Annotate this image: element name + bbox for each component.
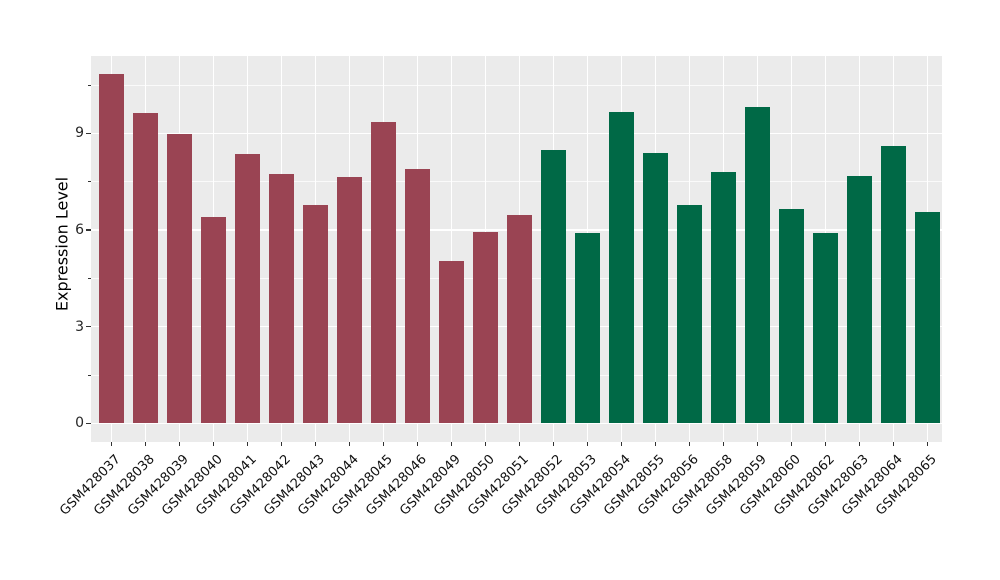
bar-GSM428045 bbox=[370, 122, 397, 424]
x-tick-mark bbox=[178, 442, 181, 446]
x-tick-mark bbox=[892, 442, 895, 446]
x-tick-mark bbox=[620, 442, 623, 446]
bar-GSM428053 bbox=[574, 232, 601, 424]
bar-GSM428043 bbox=[302, 205, 329, 424]
y-tick-label: 3 bbox=[75, 318, 84, 335]
x-tick-mark bbox=[926, 442, 929, 446]
x-tick-mark bbox=[552, 442, 555, 446]
bar-GSM428051 bbox=[506, 215, 533, 424]
bar-GSM428054 bbox=[608, 112, 635, 424]
bar-GSM428065 bbox=[914, 211, 941, 424]
bar-GSM428064 bbox=[880, 145, 907, 424]
bar-GSM428037 bbox=[98, 73, 125, 424]
x-tick-mark bbox=[654, 442, 657, 446]
bar-GSM428040 bbox=[200, 216, 227, 424]
y-minor-tick-mark bbox=[88, 181, 91, 183]
x-tick-mark bbox=[790, 442, 793, 446]
x-tick-mark bbox=[314, 442, 317, 446]
x-tick-mark bbox=[382, 442, 385, 446]
x-tick-mark bbox=[586, 442, 589, 446]
x-tick-mark bbox=[722, 442, 725, 446]
bar-GSM428059 bbox=[744, 107, 771, 424]
gridline-minor-h bbox=[91, 181, 942, 183]
bar-GSM428046 bbox=[404, 169, 431, 424]
x-tick-mark bbox=[144, 442, 147, 446]
y-tick-mark bbox=[86, 325, 91, 328]
x-tick-mark bbox=[824, 442, 827, 446]
x-tick-mark bbox=[416, 442, 419, 446]
gridline-minor-h bbox=[91, 84, 942, 86]
x-tick-mark bbox=[484, 442, 487, 446]
x-tick-mark bbox=[246, 442, 249, 446]
bar-GSM428042 bbox=[268, 173, 295, 424]
y-minor-tick-mark bbox=[88, 84, 91, 86]
bar-GSM428044 bbox=[336, 177, 363, 424]
y-tick-mark bbox=[86, 422, 91, 424]
bar-GSM428058 bbox=[710, 172, 737, 424]
bar-GSM428039 bbox=[166, 134, 193, 424]
x-tick-mark bbox=[110, 442, 113, 446]
bar-GSM428063 bbox=[846, 176, 873, 424]
y-tick-label: 6 bbox=[75, 222, 84, 238]
y-tick-label: 0 bbox=[75, 415, 84, 432]
x-tick-mark bbox=[858, 442, 861, 446]
x-tick-mark bbox=[688, 442, 691, 446]
bar-GSM428041 bbox=[234, 154, 261, 424]
y-tick-mark bbox=[86, 229, 91, 231]
y-minor-tick-mark bbox=[88, 277, 91, 279]
y-tick-mark bbox=[86, 132, 91, 134]
plot-panel bbox=[91, 56, 942, 442]
x-tick-mark bbox=[518, 442, 521, 446]
x-tick-mark bbox=[212, 442, 215, 446]
bar-GSM428062 bbox=[812, 232, 839, 424]
bar-GSM428050 bbox=[472, 231, 499, 424]
bar-GSM428052 bbox=[540, 150, 567, 424]
x-tick-mark bbox=[348, 442, 351, 446]
x-tick-mark bbox=[756, 442, 759, 446]
x-tick-mark bbox=[450, 442, 453, 446]
gridline-major-h bbox=[91, 422, 942, 425]
bar-GSM428049 bbox=[438, 261, 465, 424]
y-axis-label: Expression Level bbox=[52, 176, 72, 312]
bar-GSM428055 bbox=[642, 153, 669, 424]
gridline-major-v bbox=[450, 56, 453, 442]
bar-GSM428060 bbox=[778, 209, 805, 424]
y-tick-label: 9 bbox=[75, 125, 84, 142]
bar-GSM428038 bbox=[132, 113, 159, 424]
bar-GSM428056 bbox=[676, 205, 703, 424]
gridline-major-h bbox=[91, 132, 942, 135]
x-tick-mark bbox=[280, 442, 283, 446]
y-minor-tick-mark bbox=[88, 374, 91, 376]
